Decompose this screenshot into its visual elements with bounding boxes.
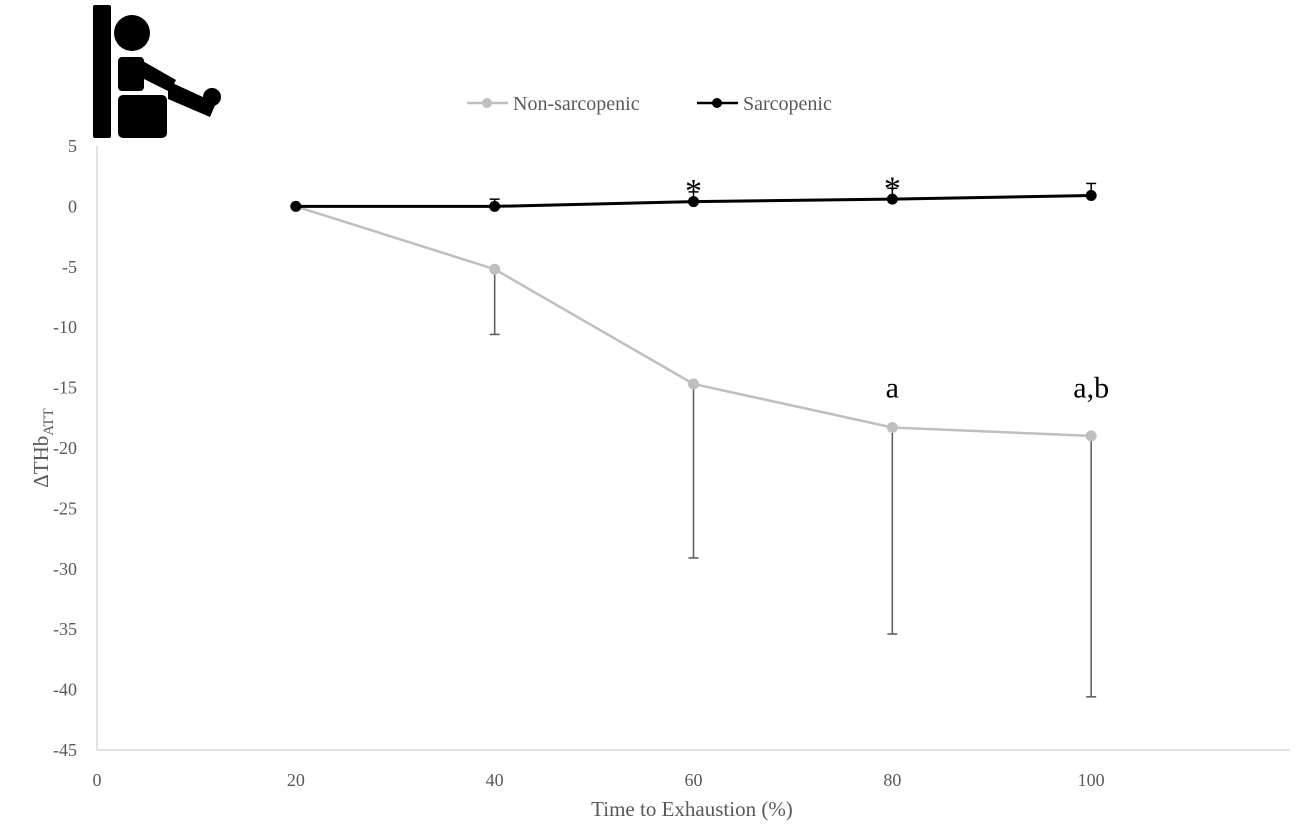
data-point xyxy=(886,193,898,205)
x-tick-label: 40 xyxy=(486,770,504,790)
y-tick-label: -30 xyxy=(53,559,77,579)
legend-label-sarcopenic: Sarcopenic xyxy=(743,93,832,115)
significance-star: * xyxy=(884,170,901,207)
x-tick-label: 20 xyxy=(287,770,305,790)
y-tick-label: 0 xyxy=(68,196,77,216)
y-axis-title-main: ΔTHb xyxy=(29,436,53,488)
seated-person-exercise-icon xyxy=(93,5,221,138)
x-tick-labels: 0 20 40 60 80 100 xyxy=(93,770,1105,790)
legend: Non-sarcopenic Sarcopenic xyxy=(467,93,832,115)
x-axis-title: Time to Exhaustion (%) xyxy=(591,797,793,821)
data-point xyxy=(886,421,898,433)
data-point xyxy=(489,200,501,212)
y-tick-label: -40 xyxy=(53,680,77,700)
y-tick-label: -20 xyxy=(53,438,77,458)
y-axis-title-subscript: ATT xyxy=(41,408,57,436)
data-point xyxy=(1085,430,1097,442)
y-tick-label: -35 xyxy=(53,619,77,639)
x-tick-label: 60 xyxy=(685,770,703,790)
x-tick-label: 100 xyxy=(1078,770,1105,790)
y-tick-label: -5 xyxy=(62,257,77,277)
x-tick-label: 0 xyxy=(93,770,102,790)
series-sarcopenic xyxy=(290,182,1097,212)
x-tick-label: 80 xyxy=(883,770,901,790)
data-point xyxy=(1085,190,1097,202)
significance-star: * xyxy=(685,173,702,210)
data-point xyxy=(290,200,302,212)
y-tick-label: -15 xyxy=(53,378,77,398)
significance-label: a,b xyxy=(1073,371,1109,404)
series-non-sarcopenic xyxy=(290,200,1097,698)
y-tick-label: -25 xyxy=(53,498,77,518)
y-axis-title: ΔTHbATT xyxy=(29,408,57,488)
y-tick-label: -45 xyxy=(53,740,77,760)
plot-area xyxy=(290,182,1097,698)
y-tick-label: -10 xyxy=(53,317,77,337)
data-point xyxy=(489,263,501,275)
y-tick-label: 5 xyxy=(68,136,77,156)
legend-label-non-sarcopenic: Non-sarcopenic xyxy=(513,93,640,115)
significance-label: a xyxy=(886,371,899,404)
data-point xyxy=(688,196,699,208)
y-tick-labels: 5 0 -5 -10 -15 -20 -25 -30 -35 -40 -45 xyxy=(53,136,77,760)
data-point xyxy=(688,378,699,390)
annotations: * * a a,b xyxy=(685,170,1109,404)
